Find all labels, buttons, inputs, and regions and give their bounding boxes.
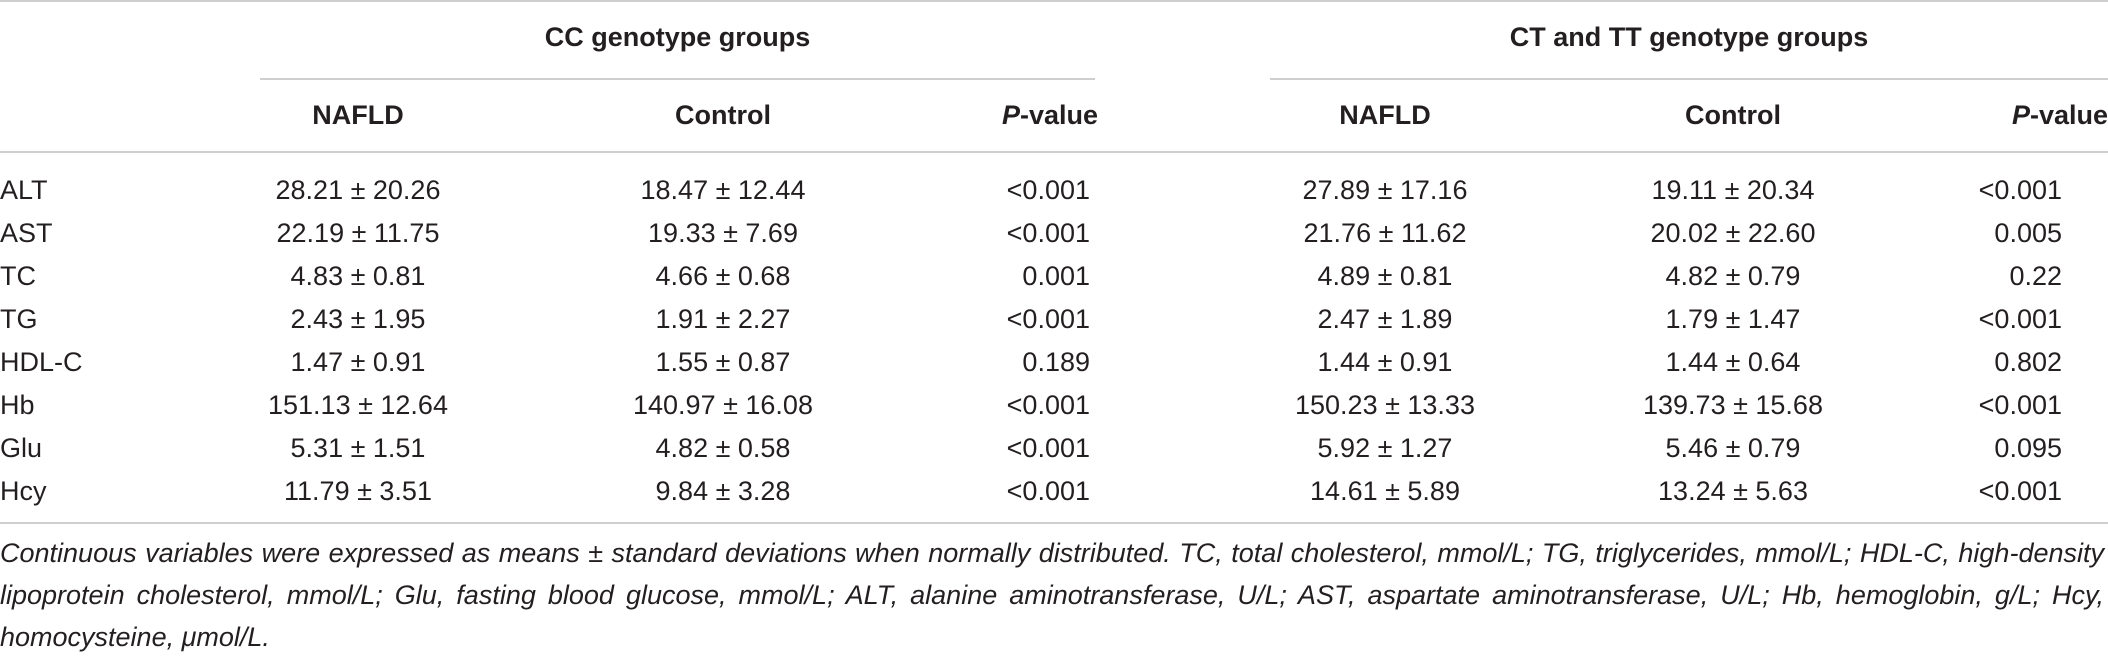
table-row-glu: Glu 5.31 ± 1.51 4.82 ± 0.58 <0.001 5.92 … [0,426,2108,470]
cell-cc-pvalue: <0.001 [1006,175,1090,205]
cell-cc-pvalue: <0.001 [1006,218,1090,248]
row-label: HDL-C [0,347,83,377]
cell-cc-control: 1.55 ± 0.87 [655,347,791,377]
cell-ct-tt-nafld: 2.47 ± 1.89 [1317,304,1453,334]
cell-cc-pvalue: 0.001 [1022,261,1090,291]
cell-ct-tt-pvalue: 0.802 [1994,347,2062,377]
cell-ct-tt-nafld: 27.89 ± 17.16 [1302,175,1468,205]
row-label: Hcy [0,476,47,506]
cell-ct-tt-nafld: 1.44 ± 0.91 [1317,347,1453,377]
cell-cc-pvalue: <0.001 [1006,304,1090,334]
cell-cc-nafld: 151.13 ± 12.64 [268,390,448,420]
col-header-cc-control: Control [675,100,771,130]
cell-ct-tt-pvalue: 0.22 [2009,261,2062,291]
cell-cc-pvalue: <0.001 [1006,390,1090,420]
cell-cc-nafld: 22.19 ± 11.75 [276,218,440,248]
table-row-hb: Hb 151.13 ± 12.64 140.97 ± 16.08 <0.001 … [0,383,2108,427]
cell-ct-tt-control: 1.44 ± 0.64 [1665,347,1801,377]
cell-cc-nafld: 28.21 ± 20.26 [275,175,441,205]
col-header-ct-tt-pvalue: P-value [2011,100,2108,130]
cell-cc-control: 18.47 ± 12.44 [640,175,806,205]
cell-ct-tt-pvalue: <0.001 [1978,304,2062,334]
cell-ct-tt-control: 1.79 ± 1.47 [1665,304,1801,334]
col-header-ct-tt-control: Control [1685,100,1781,130]
cell-cc-control: 140.97 ± 16.08 [633,390,813,420]
table-row-ast: AST 22.19 ± 11.75 19.33 ± 7.69 <0.001 21… [0,211,2108,255]
cc-group-underline [260,78,1095,80]
ct-tt-group-underline [1270,78,2108,80]
cell-cc-control: 4.66 ± 0.68 [655,261,791,291]
cell-ct-tt-pvalue: <0.001 [1978,390,2062,420]
cell-ct-tt-control: 4.82 ± 0.79 [1665,261,1801,291]
table-bottom-rule [0,522,2108,524]
table-row-tg: TG 2.43 ± 1.95 1.91 ± 2.27 <0.001 2.47 ±… [0,297,2108,341]
col-header-ct-tt-nafld: NAFLD [1339,100,1431,130]
cell-ct-tt-nafld: 150.23 ± 13.33 [1295,390,1475,420]
group-header-cc: CC genotype groups [544,22,811,52]
cell-cc-nafld: 4.83 ± 0.81 [290,261,426,291]
cell-cc-pvalue: <0.001 [1006,476,1090,506]
cell-ct-tt-nafld: 4.89 ± 0.81 [1317,261,1453,291]
col-header-cc-pvalue: P-value [1001,100,1098,130]
table-footnote: Continuous variables were expressed as m… [0,538,2104,652]
row-label: TG [0,304,38,334]
cell-cc-nafld: 1.47 ± 0.91 [290,347,426,377]
cell-ct-tt-nafld: 21.76 ± 11.62 [1303,218,1467,248]
table-row-alt: ALT 28.21 ± 20.26 18.47 ± 12.44 <0.001 2… [0,168,2108,212]
cell-cc-control: 9.84 ± 3.28 [655,476,791,506]
cell-ct-tt-pvalue: 0.095 [1994,433,2062,463]
table-row-hcy: Hcy 11.79 ± 3.51 9.84 ± 3.28 <0.001 14.6… [0,469,2108,513]
cell-ct-tt-pvalue: <0.001 [1978,175,2062,205]
cell-ct-tt-control: 20.02 ± 22.60 [1650,218,1816,248]
cell-ct-tt-control: 5.46 ± 0.79 [1665,433,1801,463]
col-header-cc-nafld: NAFLD [312,100,404,130]
header-bottom-rule [0,151,2108,153]
cell-cc-nafld: 2.43 ± 1.95 [290,304,426,334]
row-label: AST [0,218,53,248]
cell-ct-tt-pvalue: 0.005 [1994,218,2062,248]
cell-ct-tt-control: 13.24 ± 5.63 [1658,476,1808,506]
row-label: ALT [0,175,48,205]
row-label: TC [0,261,36,291]
table-row-hdl-c: HDL-C 1.47 ± 0.91 1.55 ± 0.87 0.189 1.44… [0,340,2108,384]
cell-ct-tt-nafld: 14.61 ± 5.89 [1310,476,1460,506]
cell-cc-control: 4.82 ± 0.58 [655,433,791,463]
cell-cc-pvalue: 0.189 [1022,347,1090,377]
row-label: Hb [0,390,35,420]
cell-ct-tt-nafld: 5.92 ± 1.27 [1317,433,1453,463]
table-row-tc: TC 4.83 ± 0.81 4.66 ± 0.68 0.001 4.89 ± … [0,254,2108,298]
cell-ct-tt-control: 19.11 ± 20.34 [1651,175,1815,205]
group-header-ct-tt: CT and TT genotype groups [1509,22,1869,52]
cell-cc-nafld: 5.31 ± 1.51 [290,433,426,463]
cell-cc-pvalue: <0.001 [1006,433,1090,463]
cell-ct-tt-pvalue: <0.001 [1978,476,2062,506]
cell-cc-control: 1.91 ± 2.27 [655,304,791,334]
top-rule [0,0,2108,2]
cell-ct-tt-control: 139.73 ± 15.68 [1643,390,1823,420]
row-label: Glu [0,433,43,463]
cell-cc-nafld: 11.79 ± 3.51 [284,476,432,506]
cell-cc-control: 19.33 ± 7.69 [648,218,798,248]
